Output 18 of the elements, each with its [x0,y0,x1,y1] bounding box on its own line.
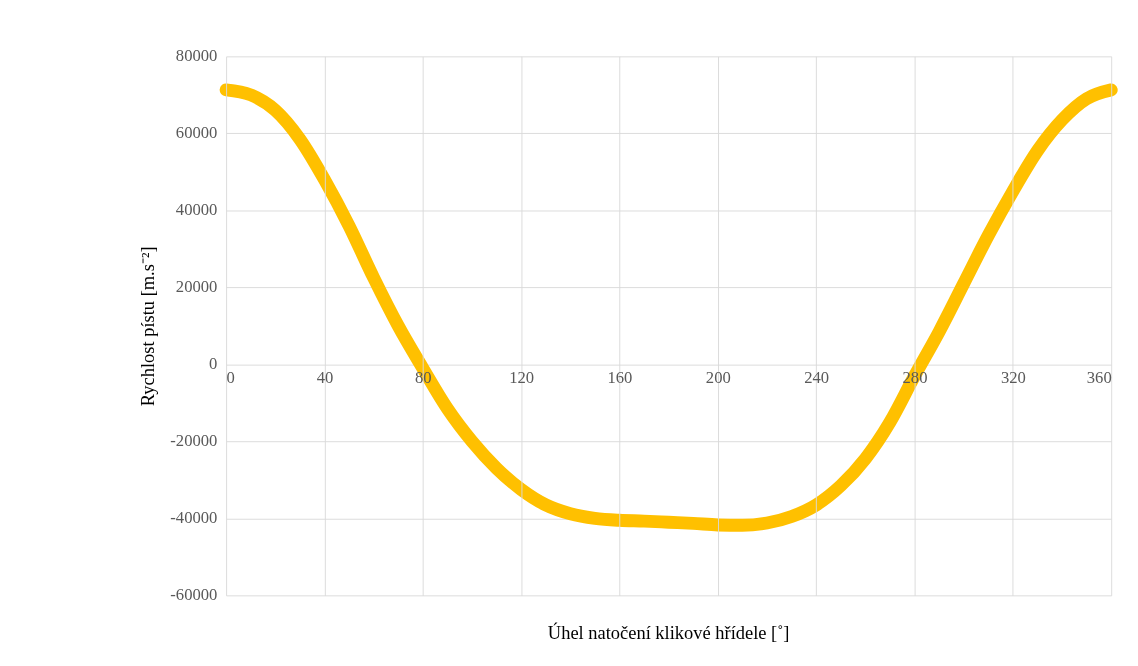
x-tick-label: 0 [226,368,235,388]
y-tick-label: 80000 [175,46,218,66]
x-tick-label: 240 [804,368,830,388]
x-tick-label: 40 [316,368,334,388]
x-tick-label: 120 [509,368,535,388]
y-tick-label: 40000 [175,200,218,220]
y-axis-title: Rychlost pístu [m.s⁻²] [137,246,158,407]
y-tick-label: 60000 [175,123,218,143]
x-tick-label: 200 [705,368,731,388]
x-tick-label: 160 [607,368,633,388]
x-tick-label: 360 [1086,368,1112,388]
x-axis-title: Úhel natočení klikové hřídele [˚] [547,621,790,643]
y-tick-label: 20000 [175,277,218,297]
y-tick-label: -40000 [170,508,218,528]
y-tick-label: 0 [209,354,218,374]
y-tick-label: -60000 [170,585,218,605]
y-tick-label: -20000 [170,431,218,451]
x-tick-label: 320 [1000,368,1026,388]
